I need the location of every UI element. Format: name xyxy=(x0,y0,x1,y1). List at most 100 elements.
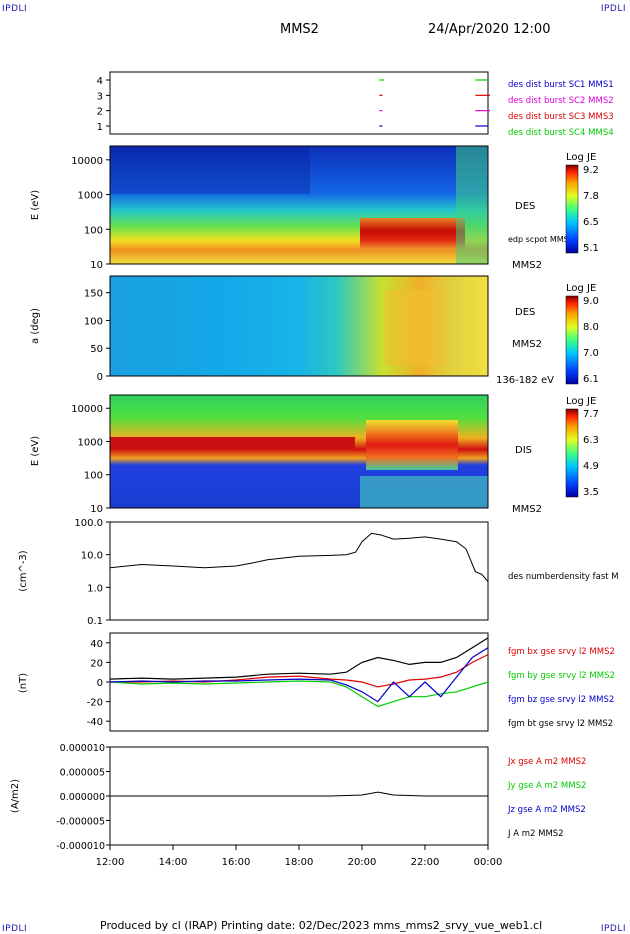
dis-energy-colorbar-tick: 3.5 xyxy=(583,487,599,498)
availability-y-tick-label: 4 xyxy=(97,76,103,87)
density-y-tick-label: 100.0 xyxy=(74,518,103,529)
dis-energy-ylabel: E (eV) xyxy=(30,436,41,466)
time-axis-tick-label: 18:00 xyxy=(285,857,314,868)
bfield-series-line xyxy=(109,637,489,680)
dis-energy-low-region xyxy=(360,476,488,508)
spacecraft-title: MMS2 xyxy=(280,22,319,37)
des-energy-instrument: MMS2 xyxy=(512,260,542,271)
spectrogram-y-ticks: 10000 1000 100 10 10000 1000 100 10 150 100 50 0 E (… xyxy=(30,156,574,515)
current-y-tick-label: 0.000010 xyxy=(60,743,105,754)
availability-legend: des dist burst SC1 MMS1 des dist burst SC… xyxy=(508,80,614,138)
des-pitch-colorbar xyxy=(565,295,579,385)
bfield-series-lines xyxy=(109,637,489,708)
des-pitch-hot-region xyxy=(385,290,445,365)
time-axis-tick-label: 22:00 xyxy=(411,857,440,868)
des-energy-colorbar-tick: 7.8 xyxy=(583,191,599,202)
des-energy-end-region xyxy=(456,146,488,264)
time-axis-tick-label: 20:00 xyxy=(348,857,377,868)
density-y-tick-label: 0.1 xyxy=(87,616,103,627)
time-axis-tick-label: 00:00 xyxy=(474,857,503,868)
bfield-y-tick-label: 0 xyxy=(97,678,103,689)
des-pitch-colorbar-title: Log JE xyxy=(566,283,596,294)
des-energy-y-tick-label: 100 xyxy=(84,225,103,236)
bfield-series-line xyxy=(109,647,489,703)
corner-label-bottom-left: IPDLI xyxy=(2,924,28,934)
des-pitch-colorbar-tick: 6.1 xyxy=(583,374,599,385)
des-pitch-y-tick-label: 100 xyxy=(84,316,103,327)
bfield-y-tick-label: -20 xyxy=(87,698,103,709)
bfield-legend-entry: fgm bz gse srvy l2 MMS2 xyxy=(508,695,614,705)
availability-legend-entry: des dist burst SC2 MMS2 xyxy=(508,96,614,106)
dis-energy-colorbar-title: Log JE xyxy=(566,396,596,407)
des-energy-colorbar-tick: 6.5 xyxy=(583,217,599,228)
current-legend-entry: Jz gse A m2 MMS2 xyxy=(507,805,586,815)
des-pitch-instrument: MMS2 xyxy=(512,339,542,350)
corner-label-bottom-right: IPDLI xyxy=(600,924,626,934)
time-axis-tick-label: 14:00 xyxy=(159,857,188,868)
dis-energy-beam xyxy=(110,437,355,449)
dis-energy-hot-region xyxy=(366,420,458,470)
time-axis: 12:00 14:00 16:00 18:00 20:00 22:00 00:00 xyxy=(96,845,503,868)
dis-energy-y-tick-label: 10 xyxy=(90,504,103,515)
availability-y-tick-label: 3 xyxy=(97,91,103,102)
des-energy-sub-label: edp scpot MMS2 xyxy=(508,235,574,244)
density-y-tick-label: 10.0 xyxy=(81,551,103,562)
des-pitch-y-tick-label: 50 xyxy=(90,344,103,355)
density-ylabel: (cm^-3) xyxy=(18,550,29,591)
availability-segments xyxy=(379,79,490,127)
des-energy-label: DES xyxy=(515,201,535,212)
colorbars: Log JE 9.2 7.8 6.5 5.1 Log JE 9.0 8.0 7.0 6.1 Log … xyxy=(565,152,599,498)
dis-energy-y-tick-label: 1000 xyxy=(78,437,103,448)
bfield-legend-entry: fgm bt gse srvy l2 MMS2 xyxy=(508,719,613,729)
des-pitch-colorbar-tick: 8.0 xyxy=(583,322,599,333)
current-legend-entry: Jx gse A m2 MMS2 xyxy=(507,757,586,767)
bfield-legend-entry: fgm bx gse srvy l2 MMS2 xyxy=(508,647,615,657)
des-energy-colorbar xyxy=(565,164,579,254)
time-axis-tick-label: 16:00 xyxy=(222,857,251,868)
bfield-legend-entry: fgm by gse srvy l2 MMS2 xyxy=(508,671,615,681)
current-y-tick-label: 0.000005 xyxy=(60,768,105,779)
dis-energy-panel xyxy=(109,394,489,509)
current-ylabel: (A/m2) xyxy=(10,779,21,813)
des-pitch-label: DES xyxy=(515,307,535,318)
corner-label-top-right: IPDLI xyxy=(600,4,626,14)
des-energy-colorbar-title: Log JE xyxy=(566,152,596,163)
dis-energy-colorbar-tick: 6.3 xyxy=(583,435,599,446)
dis-energy-colorbar-tick: 4.9 xyxy=(583,461,599,472)
des-pitch-colorbar-tick: 7.0 xyxy=(583,348,599,359)
des-energy-colorbar-tick: 5.1 xyxy=(583,243,599,254)
bfield-panel xyxy=(109,632,489,732)
footer-credit: Produced by cl (IRAP) Printing date: 02/… xyxy=(100,919,543,932)
current-legend-entry: J A m2 MMS2 xyxy=(507,829,564,839)
des-energy-y-tick-label: 1000 xyxy=(78,191,103,202)
availability-legend-entry: des dist burst SC1 MMS1 xyxy=(508,80,614,90)
des-energy-y-tick-label: 10000 xyxy=(71,156,103,167)
current-series-lines xyxy=(110,791,488,797)
dis-energy-colorbar xyxy=(565,408,579,498)
des-energy-y-tick-label: 10 xyxy=(90,260,103,271)
des-pitch-colorbar-tick: 9.0 xyxy=(583,296,599,307)
availability-legend-entry: des dist burst SC4 MMS4 xyxy=(508,128,614,138)
des-energy-frame xyxy=(109,145,489,265)
bfield-y-tick-label: 20 xyxy=(90,658,103,669)
date-time-title: 24/Apr/2020 12:00 xyxy=(428,22,551,37)
availability-y-ticks: 4 3 2 1 xyxy=(97,76,110,133)
availability-frame xyxy=(109,71,489,135)
availability-legend-entry: des dist burst SC3 MMS3 xyxy=(508,112,614,122)
des-pitch-ylabel: a (deg) xyxy=(30,308,41,344)
density-legend: des numberdensity fast M xyxy=(508,572,619,582)
bfield-y-tick-label: 40 xyxy=(90,639,103,650)
bfield-ylabel: (nT) xyxy=(18,673,29,693)
des-pitch-panel xyxy=(109,275,489,377)
bfield-y-tick-label: -40 xyxy=(87,717,103,728)
density-frame xyxy=(109,521,489,621)
dis-energy-instrument: MMS2 xyxy=(512,504,542,515)
availability-y-tick-label: 2 xyxy=(97,107,103,118)
current-series-line xyxy=(110,791,488,797)
corner-label-top-left: IPDLI xyxy=(2,4,28,14)
dis-energy-frame xyxy=(109,394,489,509)
des-energy-hot-region xyxy=(360,218,465,250)
des-energy-ylabel: E (eV) xyxy=(30,190,41,220)
density-panel xyxy=(109,521,489,621)
